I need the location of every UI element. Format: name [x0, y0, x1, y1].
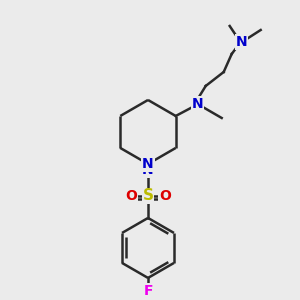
Text: N: N: [142, 157, 154, 171]
Text: F: F: [143, 284, 153, 298]
Text: O: O: [125, 189, 137, 203]
Text: N: N: [236, 35, 248, 49]
Text: N: N: [192, 97, 203, 111]
Text: S: S: [142, 188, 154, 203]
Text: N: N: [142, 163, 154, 177]
Text: O: O: [159, 189, 171, 203]
